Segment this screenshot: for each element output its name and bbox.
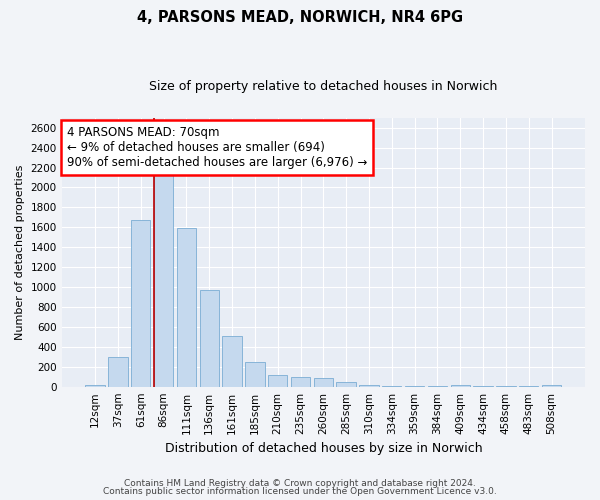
Bar bbox=[314, 378, 333, 386]
Bar bbox=[245, 362, 265, 386]
Bar bbox=[268, 374, 287, 386]
Bar bbox=[223, 336, 242, 386]
Text: 4 PARSONS MEAD: 70sqm
← 9% of detached houses are smaller (694)
90% of semi-deta: 4 PARSONS MEAD: 70sqm ← 9% of detached h… bbox=[67, 126, 367, 169]
Bar bbox=[200, 290, 219, 386]
Bar bbox=[85, 385, 105, 386]
X-axis label: Distribution of detached houses by size in Norwich: Distribution of detached houses by size … bbox=[164, 442, 482, 455]
Bar bbox=[154, 173, 173, 386]
Text: 4, PARSONS MEAD, NORWICH, NR4 6PG: 4, PARSONS MEAD, NORWICH, NR4 6PG bbox=[137, 10, 463, 25]
Text: Contains HM Land Registry data © Crown copyright and database right 2024.: Contains HM Land Registry data © Crown c… bbox=[124, 478, 476, 488]
Bar bbox=[291, 376, 310, 386]
Y-axis label: Number of detached properties: Number of detached properties bbox=[15, 164, 25, 340]
Text: Contains public sector information licensed under the Open Government Licence v3: Contains public sector information licen… bbox=[103, 487, 497, 496]
Bar bbox=[542, 385, 561, 386]
Bar bbox=[451, 385, 470, 386]
Bar bbox=[359, 385, 379, 386]
Title: Size of property relative to detached houses in Norwich: Size of property relative to detached ho… bbox=[149, 80, 497, 93]
Bar bbox=[108, 358, 128, 386]
Bar bbox=[131, 220, 151, 386]
Bar bbox=[177, 228, 196, 386]
Bar bbox=[337, 382, 356, 386]
